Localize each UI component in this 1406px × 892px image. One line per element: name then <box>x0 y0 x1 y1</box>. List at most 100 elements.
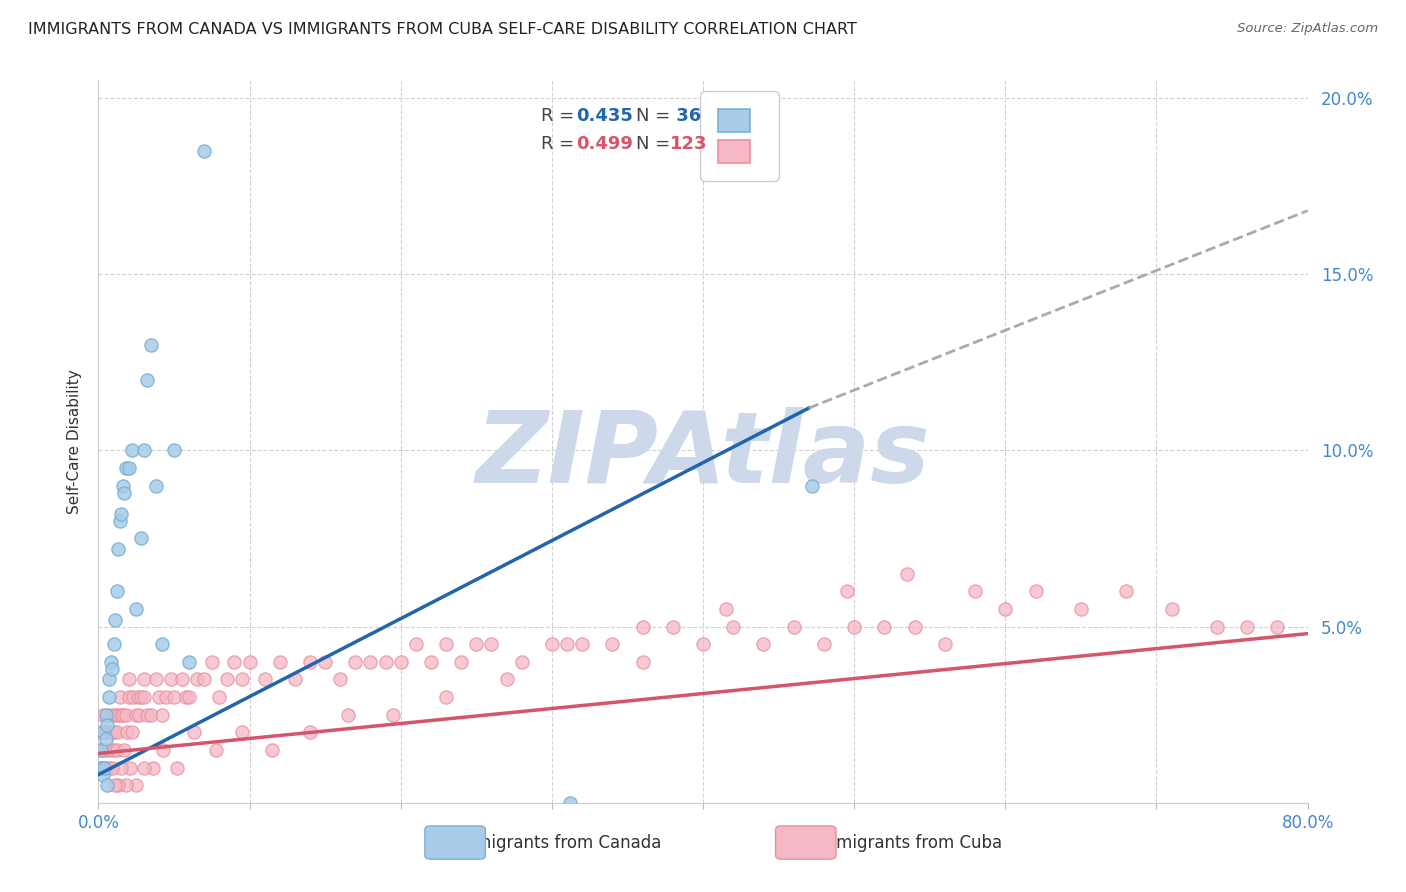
Point <box>111 707 134 722</box>
Point <box>110 507 132 521</box>
Point <box>208 690 231 704</box>
Point <box>93 743 115 757</box>
Point <box>141 337 163 351</box>
FancyBboxPatch shape <box>776 826 837 859</box>
Point <box>142 760 165 774</box>
Point <box>835 584 858 599</box>
Point <box>1267 619 1289 633</box>
Point <box>239 655 262 669</box>
Point <box>262 743 284 757</box>
Point <box>108 690 131 704</box>
Point <box>873 619 896 633</box>
Text: 0.435: 0.435 <box>576 107 633 125</box>
Text: 36: 36 <box>671 107 702 125</box>
Point <box>101 662 124 676</box>
Point <box>114 461 136 475</box>
Point <box>434 690 457 704</box>
Point <box>450 655 472 669</box>
Point <box>1070 602 1092 616</box>
Text: N =: N = <box>637 107 676 125</box>
Point <box>186 673 208 687</box>
Point <box>299 655 322 669</box>
Point <box>299 725 322 739</box>
Point <box>193 144 215 158</box>
Point <box>166 760 188 774</box>
Point <box>98 725 121 739</box>
Point <box>96 743 118 757</box>
Point <box>179 690 201 704</box>
Point <box>120 760 142 774</box>
Point <box>231 725 253 739</box>
Point <box>145 673 167 687</box>
Point <box>100 725 122 739</box>
Point <box>163 443 186 458</box>
Point <box>107 707 129 722</box>
FancyBboxPatch shape <box>425 826 485 859</box>
Point <box>1115 584 1137 599</box>
Point <box>94 732 117 747</box>
Point <box>994 602 1017 616</box>
Point <box>90 725 112 739</box>
Point <box>105 725 128 739</box>
Point <box>495 673 517 687</box>
Point <box>329 673 352 687</box>
Point <box>121 725 143 739</box>
Point <box>118 690 141 704</box>
Point <box>114 707 136 722</box>
Point <box>129 532 152 546</box>
Point <box>555 637 578 651</box>
Point <box>121 443 143 458</box>
Point <box>132 760 155 774</box>
Point <box>91 767 114 781</box>
Point <box>374 655 396 669</box>
Point <box>231 673 253 687</box>
Point <box>540 637 562 651</box>
Point <box>91 707 114 722</box>
Point <box>284 673 307 687</box>
Point <box>115 725 138 739</box>
Point <box>631 655 654 669</box>
Point <box>112 743 135 757</box>
Point <box>434 637 457 651</box>
Point <box>110 707 132 722</box>
Point <box>89 760 111 774</box>
Point <box>813 637 835 651</box>
Point <box>152 743 174 757</box>
Point <box>314 655 336 669</box>
Text: Immigrants from Canada: Immigrants from Canada <box>454 833 662 852</box>
Legend: , : , <box>704 96 773 176</box>
Point <box>107 542 129 557</box>
Text: Source: ZipAtlas.com: Source: ZipAtlas.com <box>1237 22 1378 36</box>
Point <box>150 637 173 651</box>
Point <box>896 566 918 581</box>
Text: Immigrants from Cuba: Immigrants from Cuba <box>815 833 1002 852</box>
Point <box>104 707 127 722</box>
Y-axis label: Self-Care Disability: Self-Care Disability <box>66 369 82 514</box>
Point <box>93 725 115 739</box>
Text: ZIPAtlas: ZIPAtlas <box>475 408 931 505</box>
Point <box>105 584 128 599</box>
Point <box>103 725 125 739</box>
Point <box>269 655 291 669</box>
Point <box>96 778 118 792</box>
Point <box>155 690 177 704</box>
Point <box>114 778 136 792</box>
Point <box>132 690 155 704</box>
Point <box>100 743 122 757</box>
Point <box>145 478 167 492</box>
Point <box>135 373 157 387</box>
Point <box>150 707 173 722</box>
Point <box>101 707 124 722</box>
Point <box>111 478 134 492</box>
Text: R =: R = <box>541 135 579 153</box>
Point <box>174 690 197 704</box>
Point <box>125 778 148 792</box>
Point <box>1160 602 1182 616</box>
Point <box>183 725 205 739</box>
Point <box>692 637 714 651</box>
Point <box>965 584 987 599</box>
Text: R =: R = <box>541 107 579 125</box>
Point <box>1206 619 1229 633</box>
Point <box>148 690 170 704</box>
Point <box>558 796 581 810</box>
